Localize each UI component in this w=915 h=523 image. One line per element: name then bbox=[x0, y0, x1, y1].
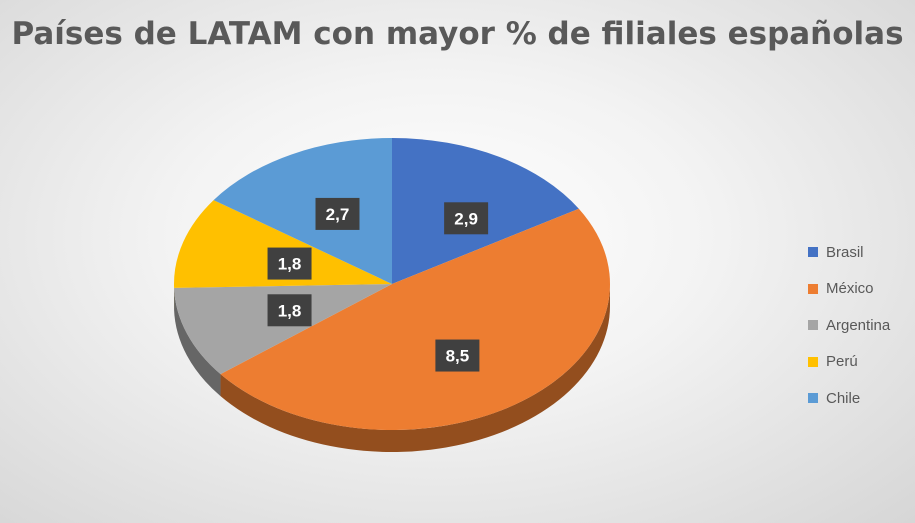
data-label-text: 1,8 bbox=[278, 301, 302, 320]
data-label-text: 2,9 bbox=[454, 209, 478, 228]
legend-swatch bbox=[808, 393, 818, 404]
data-label-brasil: 2,9 bbox=[444, 202, 489, 235]
legend-swatch bbox=[808, 247, 818, 258]
legend: Brasil México Argentina Perú Chile bbox=[808, 234, 890, 417]
legend-swatch bbox=[808, 320, 818, 331]
data-label-text: 8,5 bbox=[446, 347, 470, 366]
data-label-text: 1,8 bbox=[278, 255, 302, 274]
legend-item-perú: Perú bbox=[808, 344, 890, 381]
legend-label: Brasil bbox=[826, 243, 864, 261]
pie-side-argentina bbox=[174, 287, 221, 397]
data-label-méxico: 8,5 bbox=[435, 339, 480, 372]
legend-item-argentina: Argentina bbox=[808, 307, 890, 344]
legend-label: Argentina bbox=[826, 316, 891, 334]
pie-side-méxico bbox=[220, 284, 611, 453]
legend-label: México bbox=[826, 280, 874, 298]
pie-slice-argentina[interactable] bbox=[174, 284, 392, 375]
data-label-text: 2,7 bbox=[326, 205, 350, 224]
legend-item-brasil: Brasil bbox=[808, 234, 890, 271]
chart-title: Países de LATAM con mayor % de filiales … bbox=[11, 16, 904, 52]
data-label-perú: 1,8 bbox=[267, 247, 312, 280]
pie-slice-chile[interactable] bbox=[213, 138, 392, 284]
legend-label: Perú bbox=[826, 353, 858, 371]
legend-label: Chile bbox=[826, 389, 861, 407]
pie-slice-méxico[interactable] bbox=[220, 208, 610, 430]
data-label-argentina: 1,8 bbox=[267, 294, 312, 327]
pie-slice-perú[interactable] bbox=[174, 200, 392, 288]
legend-swatch bbox=[808, 356, 818, 367]
legend-swatch bbox=[808, 283, 818, 294]
data-label-chile: 2,7 bbox=[315, 197, 360, 230]
legend-item-méxico: México bbox=[808, 271, 890, 308]
legend-item-chile: Chile bbox=[808, 380, 890, 417]
